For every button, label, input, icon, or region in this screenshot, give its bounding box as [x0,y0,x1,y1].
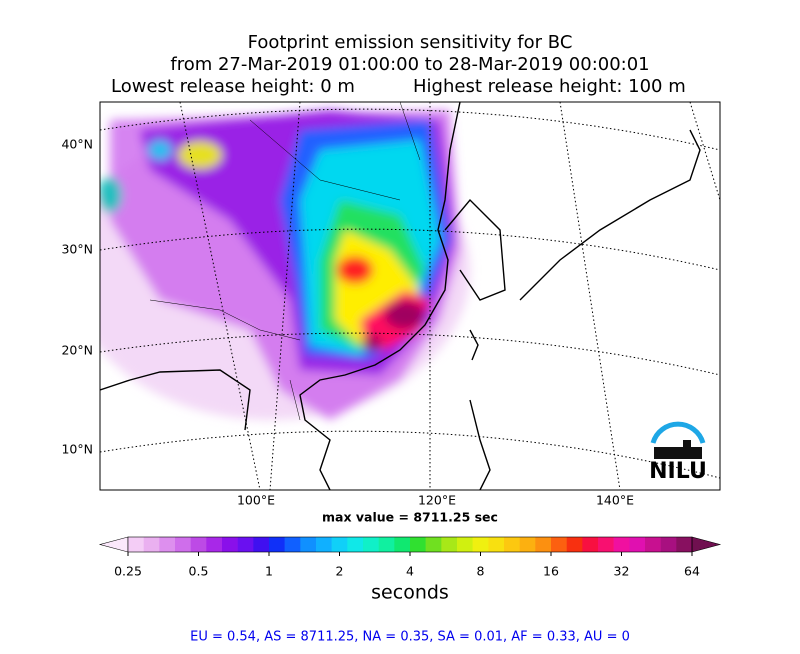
colorbar-tick-label: 0.5 [189,564,209,579]
colorbar-swatch [472,537,489,552]
max-value: max value = 8711.25 sec [322,510,498,525]
colorbar-swatch [316,537,332,552]
colorbar-swatch [535,537,552,552]
colorbar-swatch [660,537,677,552]
colorbar-swatch [175,537,191,552]
colorbar-swatch [457,537,473,552]
colorbar-swatch [253,537,270,552]
colorbar-tick-label: 4 [406,564,414,579]
colorbar-extend-low [98,536,129,553]
colorbar-swatch [441,537,458,552]
map [100,102,720,490]
subtitle: from 27-Mar-2019 01:00:00 to 28-Mar-2019… [170,54,649,75]
colorbar-tick-label: 32 [614,564,630,579]
colorbar-tick-label: 2 [336,564,344,579]
colorbar-swatch [551,537,567,552]
colorbar-swatch [394,537,411,552]
colorbar-swatch [645,537,661,552]
colorbar-swatch [425,537,442,552]
logo: NILU [649,421,707,484]
colorbar-swatch [206,537,223,552]
colorbar-swatch [363,537,379,552]
lon-label: 140°E [596,493,634,508]
colorbar-swatch [128,537,144,552]
colorbar-label: seconds [371,582,449,604]
lat-label: 30°N [61,242,93,257]
colorbar-swatch [613,537,630,552]
colorbar-tick-label: 16 [543,564,559,579]
colorbar: 0.25 0.5 1 2 4 8 16 32 64 [98,536,722,579]
colorbar-swatch [347,537,364,552]
colorbar-swatch [676,537,693,552]
lon-label: 120°E [418,493,456,508]
colorbar-swatch [629,537,646,552]
release-low: Lowest release height: 0 m [111,76,355,97]
lat-label: 10°N [61,442,93,457]
lon-label: 100°E [237,493,275,508]
colorbar-swatch [237,537,254,552]
colorbar-swatch [504,537,520,552]
colorbar-tick-label: 8 [477,564,485,579]
colorbar-swatch [284,537,301,552]
colorbar-swatch [598,537,614,552]
release-high: Highest release height: 100 m [413,76,686,97]
lat-label: 40°N [61,137,93,152]
colorbar-swatch [519,537,536,552]
colorbar-extend-high [691,536,722,553]
colorbar-swatch [300,537,317,552]
colorbar-swatch [269,537,285,552]
title: Footprint emission sensitivity for BC [248,32,573,53]
colorbar-swatch [143,537,160,552]
footer: EU = 0.54, AS = 8711.25, NA = 0.35, SA =… [190,630,630,645]
colorbar-swatch [378,537,395,552]
colorbar-swatch [582,537,599,552]
map-frame [99,101,721,491]
colorbar-swatch [222,537,238,552]
colorbar-swatch [331,537,348,552]
colorbar-swatch [159,537,176,552]
colorbar-swatch [488,537,505,552]
colorbar-tick-label: 1 [265,564,273,579]
colorbar-swatch [410,537,426,552]
footprint [100,110,470,420]
lat-label: 20°N [61,343,93,358]
colorbar-swatch [190,537,207,552]
colorbar-swatch [566,537,583,552]
colorbar-tick-label: 0.25 [114,564,142,579]
colorbar-tick-label: 64 [684,564,700,579]
logo-text: NILU [649,459,707,484]
